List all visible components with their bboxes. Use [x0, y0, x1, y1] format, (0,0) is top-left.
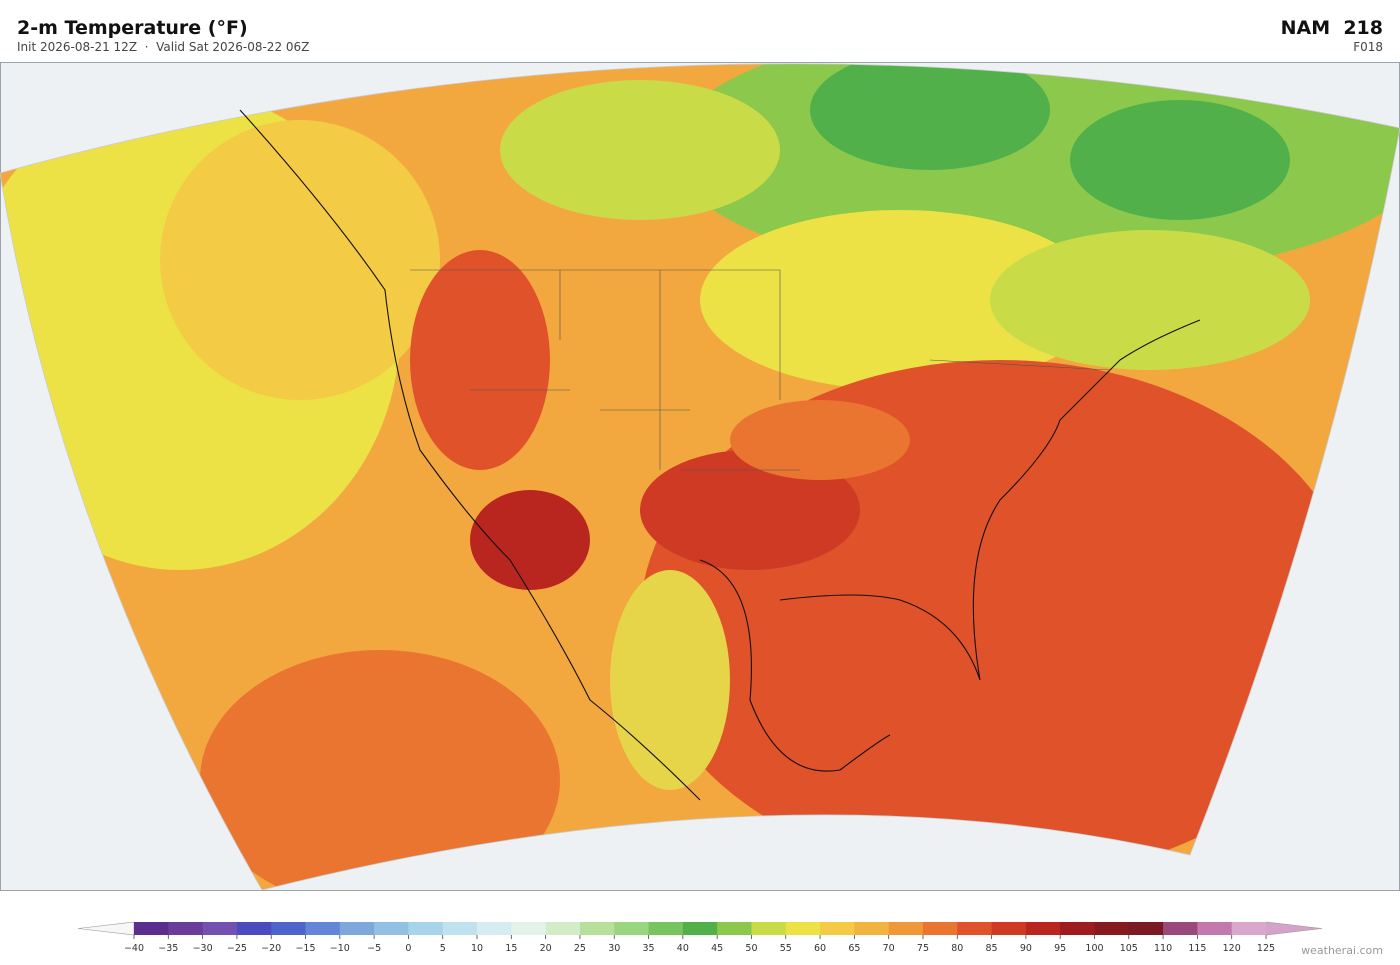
colorbar-tick-label: 65	[848, 943, 860, 954]
colorbar-segment	[1163, 922, 1198, 935]
colorbar-segment	[1094, 922, 1130, 935]
colorbar-segment	[820, 922, 855, 935]
colorbar-tick-label: 125	[1257, 943, 1275, 954]
colorbar-tick-label: 15	[505, 943, 517, 954]
colorbar-tick-label: 85	[986, 943, 998, 954]
colorbar-tick-label: 100	[1085, 943, 1103, 954]
watermark: weatherai.com	[1301, 944, 1383, 957]
colorbar-segment	[991, 922, 1027, 935]
colorbar-segment	[957, 922, 992, 935]
colorbar-segment	[717, 922, 752, 935]
colorbar-tick-label: −40	[124, 943, 144, 954]
colorbar-segment	[236, 922, 272, 935]
colorbar-tick-label: −20	[261, 943, 281, 954]
colorbar-tick-label: 105	[1120, 943, 1138, 954]
colorbar-segment	[1060, 922, 1095, 935]
colorbar-tick-label: 45	[711, 943, 723, 954]
colorbar-tick-label: −35	[158, 943, 178, 954]
colorbar-tick-label: 5	[440, 943, 446, 954]
colorbar-segment	[134, 922, 169, 935]
colorbar-tick-label: 25	[574, 943, 586, 954]
colorbar-tick-label: −30	[193, 943, 213, 954]
colorbar-segment	[1197, 922, 1233, 935]
colorbar-tick-label: 55	[780, 943, 792, 954]
colorbar-segment	[682, 922, 718, 935]
colorbar-tick-label: 50	[745, 943, 757, 954]
colorbar-segment	[1231, 922, 1267, 935]
colorbar-segment	[751, 922, 787, 935]
colorbar-tick-label: 120	[1223, 943, 1241, 954]
colorbar-segment	[511, 922, 547, 935]
colorbar-tick-label: −5	[367, 943, 381, 954]
colorbar-tick-label: 40	[677, 943, 689, 954]
colorbar-segment	[545, 922, 581, 935]
colorbar-segment	[785, 922, 821, 935]
colorbar-segment	[614, 922, 649, 935]
colorbar-segment	[888, 922, 924, 935]
colorbar-tick-label: 80	[951, 943, 963, 954]
colorbar-segment	[305, 922, 341, 935]
colorbar-tick-label: −15	[295, 943, 315, 954]
colorbar-tick-label: 35	[642, 943, 654, 954]
colorbar-tick-label: 60	[814, 943, 826, 954]
forecast-hour: F018	[1353, 40, 1383, 54]
colorbar-tick-label: 20	[540, 943, 552, 954]
colorbar-segment	[477, 922, 512, 935]
colorbar-segment	[648, 922, 684, 935]
colorbar-segment	[1128, 922, 1164, 935]
colorbar-segment	[1025, 922, 1061, 935]
colorbar-segment	[854, 922, 890, 935]
colorbar-segment	[922, 922, 958, 935]
colorbar-segment	[202, 922, 238, 935]
colorbar: −40 −35 −30 −25 −20 −15 −10 −5 0 5 10 15 20 25 30 35 40 4…	[77, 921, 1323, 954]
model-label: NAM 218	[1281, 17, 1383, 39]
colorbar-segment	[339, 922, 375, 935]
colorbar-segment	[168, 922, 204, 935]
colorbar-tick-label: 0	[405, 943, 411, 954]
colorbar-segment	[271, 922, 306, 935]
colorbar-tick-label: 115	[1188, 943, 1206, 954]
colorbar-tick-label: 10	[471, 943, 483, 954]
coastline	[239, 109, 1201, 801]
colorbar-tick-label: 70	[883, 943, 895, 954]
colorbar-tick-label: 75	[917, 943, 929, 954]
colorbar-segment	[442, 922, 478, 935]
colorbar-segment	[374, 922, 409, 935]
colorbar-tick-label: −10	[330, 943, 350, 954]
colorbar-tick-label: 90	[1020, 943, 1032, 954]
title: 2-m Temperature (°F)	[17, 17, 248, 39]
colorbar-segment	[408, 922, 444, 935]
colorbar-tick-label: 30	[608, 943, 620, 954]
temperature-field	[0, 63, 1400, 891]
colorbar-tick-label: 95	[1054, 943, 1066, 954]
map	[0, 62, 1400, 891]
colorbar-tick-label: 110	[1154, 943, 1172, 954]
borders	[410, 269, 1111, 471]
subtitle: Init 2026-08-21 12Z · Valid Sat 2026-08-…	[17, 40, 309, 54]
colorbar-segment	[579, 922, 615, 935]
colorbar-tick-label: −25	[227, 943, 247, 954]
